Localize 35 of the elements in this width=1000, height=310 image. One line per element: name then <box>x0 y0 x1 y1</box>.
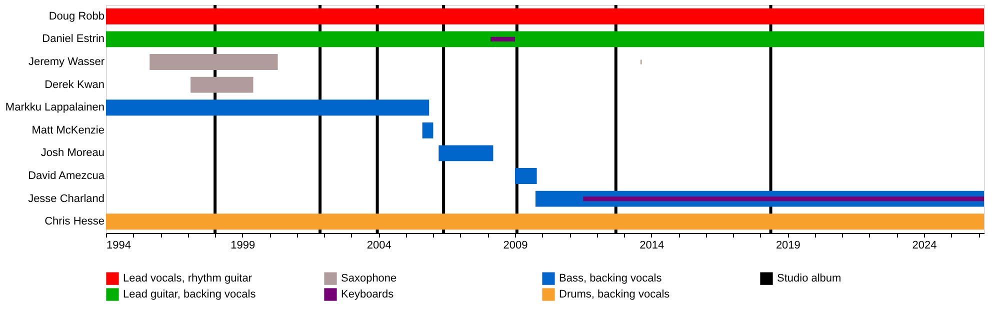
bar <box>106 31 984 48</box>
y-tick-label: Matt McKenzie <box>32 124 104 136</box>
bar <box>190 76 254 93</box>
x-tick-label: 1994 <box>106 240 131 252</box>
y-tick-label: David Amezcua <box>28 170 106 182</box>
x-tick-label: 1999 <box>230 240 256 252</box>
y-tick-label: Derek Kwan <box>44 78 104 91</box>
legend-label: Lead guitar, backing vocals <box>123 288 256 300</box>
bar <box>106 100 430 116</box>
legend-label: Bass, backing vocals <box>559 272 662 285</box>
y-tick-label: Doug Robb <box>48 10 104 22</box>
x-tick-label: 2024 <box>912 240 937 252</box>
bar <box>515 168 537 184</box>
y-tick-label: Josh Moreau <box>40 147 104 160</box>
y-tick-label: Jesse Charland <box>28 192 104 205</box>
bar <box>490 36 516 42</box>
x-tick-label: 2019 <box>776 240 800 252</box>
y-tick-label: Chris Hesse <box>44 216 104 228</box>
y-tick-label: Markku Lappalainen <box>5 102 104 114</box>
bar <box>106 214 984 230</box>
legend-label: Drums, backing vocals <box>559 288 670 300</box>
legend-label: Keyboards <box>341 288 394 300</box>
legend-label: Studio album <box>777 272 842 285</box>
legend-label: Lead vocals, rhythm guitar <box>123 272 252 285</box>
bar <box>422 122 434 138</box>
bar <box>583 196 984 202</box>
x-tick-label: 2004 <box>366 240 392 252</box>
bar <box>106 8 984 24</box>
x-tick-label: 2014 <box>640 240 664 252</box>
legend-label: Saxophone <box>341 272 397 285</box>
x-tick-label: 2009 <box>503 240 528 252</box>
bar <box>438 145 494 162</box>
y-tick-label: Daniel Estrin <box>42 33 104 46</box>
y-tick-label: Jeremy Wasser <box>28 56 105 68</box>
bar <box>150 54 278 70</box>
